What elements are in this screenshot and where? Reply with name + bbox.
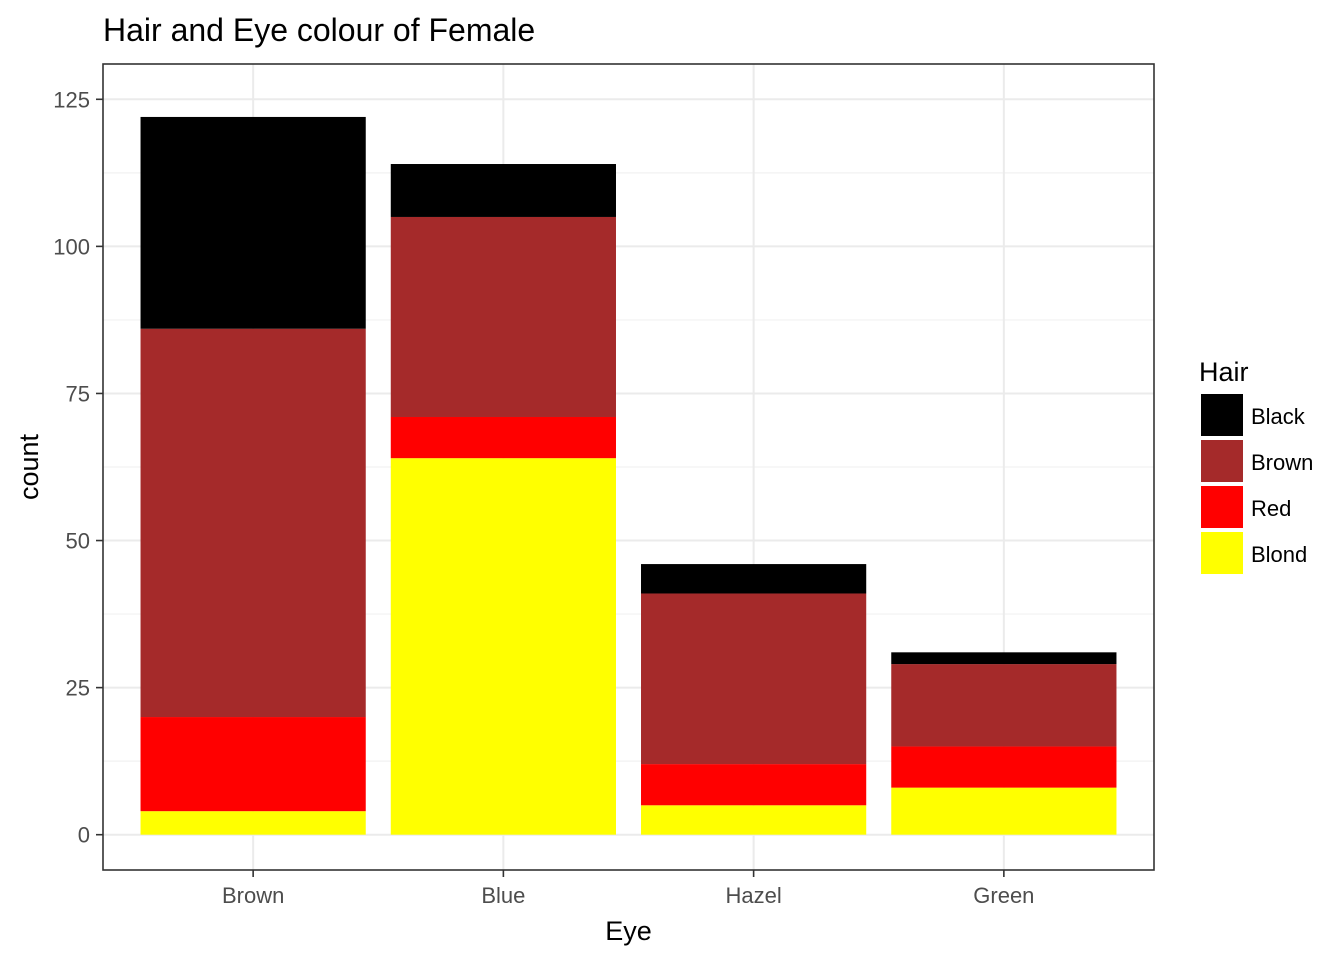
x-tick-label-hazel: Hazel: [725, 883, 781, 908]
y-tick-label: 125: [53, 87, 90, 112]
y-axis: 0 25 50 75 100 125: [53, 87, 103, 848]
bar-green-blond: [891, 787, 1117, 835]
bar-brown-black: [140, 116, 366, 329]
y-tick-label: 75: [66, 381, 90, 406]
bar-hazel-black: [641, 564, 867, 594]
legend-key-blond: [1201, 532, 1243, 574]
bar-brown-brown: [140, 328, 366, 718]
bar-blue-red: [390, 416, 616, 459]
x-tick-label-brown: Brown: [222, 883, 284, 908]
bar-brown-red: [140, 717, 366, 812]
legend: Hair Black Brown Red Blond: [1199, 357, 1313, 574]
x-axis: Brown Blue Hazel Green: [222, 870, 1034, 908]
legend-title: Hair: [1199, 357, 1249, 387]
legend-key-brown: [1201, 440, 1243, 482]
bar-hazel-brown: [641, 593, 867, 765]
bars: [140, 116, 1117, 835]
y-axis-title: count: [14, 433, 44, 500]
bar-hazel-blond: [641, 805, 867, 835]
y-tick-label: 25: [66, 676, 90, 701]
bar-blue-brown: [390, 216, 616, 417]
legend-label-red: Red: [1251, 496, 1291, 521]
x-tick-label-green: Green: [973, 883, 1034, 908]
bar-hazel-red: [641, 764, 867, 806]
panel-border: [102, 63, 1155, 871]
legend-key-black: [1201, 394, 1243, 436]
x-axis-title: Eye: [605, 916, 652, 946]
bar-green-brown: [891, 664, 1117, 747]
legend-label-blond: Blond: [1251, 542, 1307, 567]
bar-green-black: [891, 652, 1117, 665]
y-tick-label: 50: [66, 529, 90, 554]
bar-green-red: [891, 746, 1117, 788]
chart-title: Hair and Eye colour of Female: [103, 12, 535, 48]
y-tick-label: 100: [53, 234, 90, 259]
legend-label-brown: Brown: [1251, 450, 1313, 475]
bar-brown-blond: [140, 811, 366, 835]
legend-label-black: Black: [1251, 404, 1306, 429]
legend-key-red: [1201, 486, 1243, 528]
bar-blue-blond: [390, 458, 616, 835]
bar-blue-black: [390, 164, 616, 217]
x-tick-label-blue: Blue: [481, 883, 525, 908]
y-tick-label: 0: [78, 823, 90, 848]
